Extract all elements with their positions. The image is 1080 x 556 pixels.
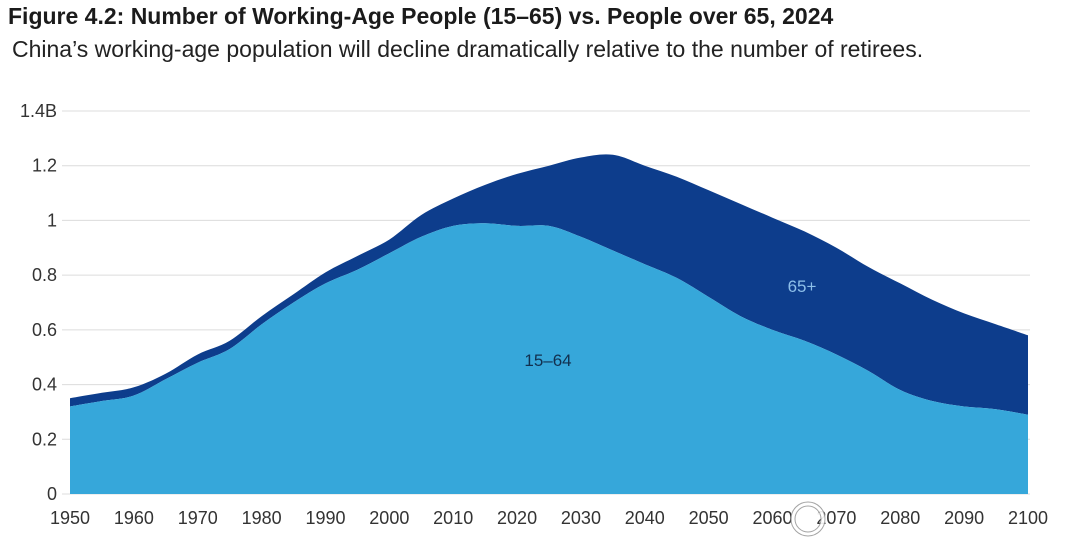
y-axis: 0 0.2 0.4 0.6 0.8 1 1.2 1.4B [20,101,57,504]
x-tick-label-1990: 1990 [305,508,345,528]
figure-subtitle: China’s working-age population will decl… [12,36,924,62]
y-tick-label: 0.6 [32,320,57,340]
stacked-areas [70,154,1028,494]
x-tick-label-2060: 2060 [753,508,793,528]
x-tick-label-2010: 2010 [433,508,473,528]
y-tick-label: 0.2 [32,429,57,449]
x-tick-label-1980: 1980 [242,508,282,528]
series-label-15-64: 15–64 [524,351,571,370]
watermark-logo [790,501,826,537]
x-tick-label-2040: 2040 [625,508,665,528]
x-tick-label-2090: 2090 [944,508,984,528]
x-tick-label-2030: 2030 [561,508,601,528]
x-tick-label-2050: 2050 [689,508,729,528]
series-label-65-plus: 65+ [788,277,817,296]
y-tick-label: 0.4 [32,375,57,395]
x-tick-label-2070: 2070 [816,508,856,528]
x-tick-label-2020: 2020 [497,508,537,528]
y-tick-label: 0 [47,484,57,504]
y-tick-label: 0.8 [32,265,57,285]
figure-title: Figure 4.2: Number of Working-Age People… [8,3,834,29]
y-tick-label: 1.2 [32,156,57,176]
x-axis: 1950 1960 1970 1980 1990 2000 2010 2020 2030 2040… [50,508,1048,528]
area-15-64 [70,223,1028,494]
x-tick-label-2080: 2080 [880,508,920,528]
x-tick-label-1970: 1970 [178,508,218,528]
x-tick-label-1960: 1960 [114,508,154,528]
x-tick-label-1950: 1950 [50,508,90,528]
area-65-plus [70,154,1028,415]
x-tick-label-2100: 2100 [1008,508,1048,528]
y-tick-label: 1 [47,210,57,230]
x-tick-label-2000: 2000 [369,508,409,528]
y-tick-label: 1.4B [20,101,57,121]
